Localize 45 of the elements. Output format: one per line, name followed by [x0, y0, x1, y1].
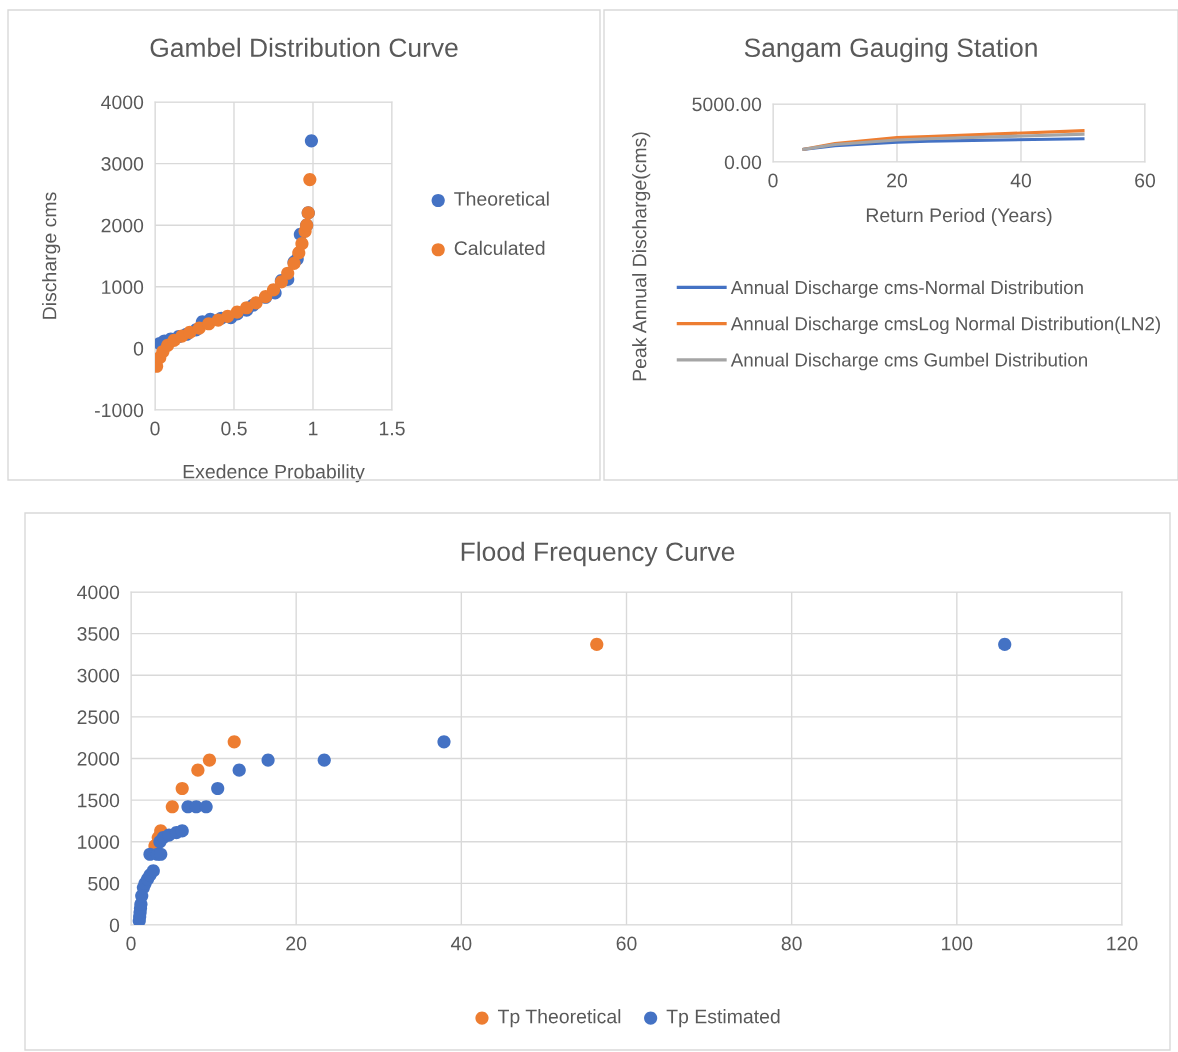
y-tick-label: 500: [88, 876, 120, 891]
x-tick-label: 100: [942, 936, 973, 951]
x-tick-label: 1: [309, 421, 318, 436]
x-tick-label: 0: [768, 173, 778, 188]
x-tick-label: 60: [1135, 173, 1156, 188]
chart-title: Gambel Distribution Curve: [150, 37, 458, 58]
y-tick-label: -1000: [95, 403, 144, 418]
x-tick-label: 60: [616, 936, 637, 951]
legend-label: Annual Discharge cms-Normal Distribution: [730, 280, 1083, 298]
chart-title: Sangam Gauging Station: [744, 37, 1037, 63]
legend-label: Theoretical: [454, 191, 549, 206]
x-tick-label: 40: [1010, 173, 1032, 188]
y-tick-label: 1000: [102, 280, 144, 295]
x-axis-title: Exedence Probability: [183, 464, 365, 483]
x-tick-label: 80: [781, 936, 802, 951]
y-tick-label: 2500: [77, 710, 120, 725]
chart-title: Flood Frequency Curve: [461, 541, 735, 567]
legend-label: Tp Theoretical: [497, 1009, 621, 1028]
y-tick-label: 4000: [77, 585, 120, 600]
y-tick-label: 3500: [77, 627, 120, 641]
y-tick-label: 4000: [101, 95, 144, 110]
y-tick-label: 3000: [101, 157, 144, 171]
x-tick-label: 0: [150, 421, 160, 436]
y-tick-label: 0: [109, 918, 120, 933]
y-tick-label: 5000.00: [692, 97, 762, 112]
y-tick-label: 2000: [101, 218, 144, 233]
x-tick-label: 20: [286, 936, 307, 951]
y-tick-label: 0: [133, 341, 144, 356]
x-axis-title: Return Period (Years): [866, 207, 1052, 227]
x-tick-label: 0.5: [221, 421, 247, 436]
y-tick-label: 1000: [78, 835, 120, 849]
y-tick-label: 2000: [77, 751, 120, 766]
y-tick-label: 0.00: [724, 155, 762, 170]
y-tick-label: 3000: [77, 668, 120, 683]
legend-label: Annual Discharge cmsLog Normal Distribution(LN2): [730, 316, 1160, 335]
x-tick-label: 40: [450, 936, 472, 951]
legend-label: Calculated: [454, 240, 545, 256]
x-tick-label: 1.5: [379, 421, 405, 436]
x-tick-label: 20: [887, 173, 908, 188]
legend-label: Annual Discharge cms Gumbel Distribution: [730, 352, 1087, 371]
legend-label: Tp Estimated: [666, 1009, 780, 1028]
y-axis-title: Peak Annual Discharge(cms): [632, 132, 651, 381]
y-axis-title: Discharge cms: [42, 192, 61, 319]
y-tick-label: 1500: [78, 793, 120, 808]
x-tick-label: 120: [1107, 936, 1138, 951]
